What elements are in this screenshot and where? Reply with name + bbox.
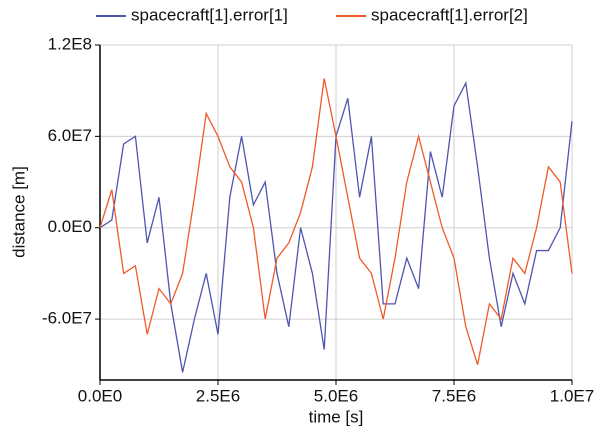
y-tick-label: 6.0E7 (48, 126, 92, 145)
x-tick-label: 1.0E7 (550, 386, 594, 405)
y-tick-label: 1.2E8 (48, 34, 92, 53)
x-tick-label: 2.5E6 (196, 386, 240, 405)
x-tick-label: 7.5E6 (432, 386, 476, 405)
legend-label: spacecraft[1].error[1] (131, 5, 288, 24)
y-axis-title: distance [m] (9, 166, 28, 258)
legend-label: spacecraft[1].error[2] (371, 5, 528, 24)
y-tick-label: 0.0E0 (48, 217, 92, 236)
x-tick-label: 0.0E0 (78, 386, 122, 405)
y-tick-label: -6.0E7 (42, 309, 92, 328)
x-axis-title: time [s] (309, 407, 364, 426)
series-line (99, 78, 573, 365)
x-tick-label: 5.0E6 (314, 386, 358, 405)
